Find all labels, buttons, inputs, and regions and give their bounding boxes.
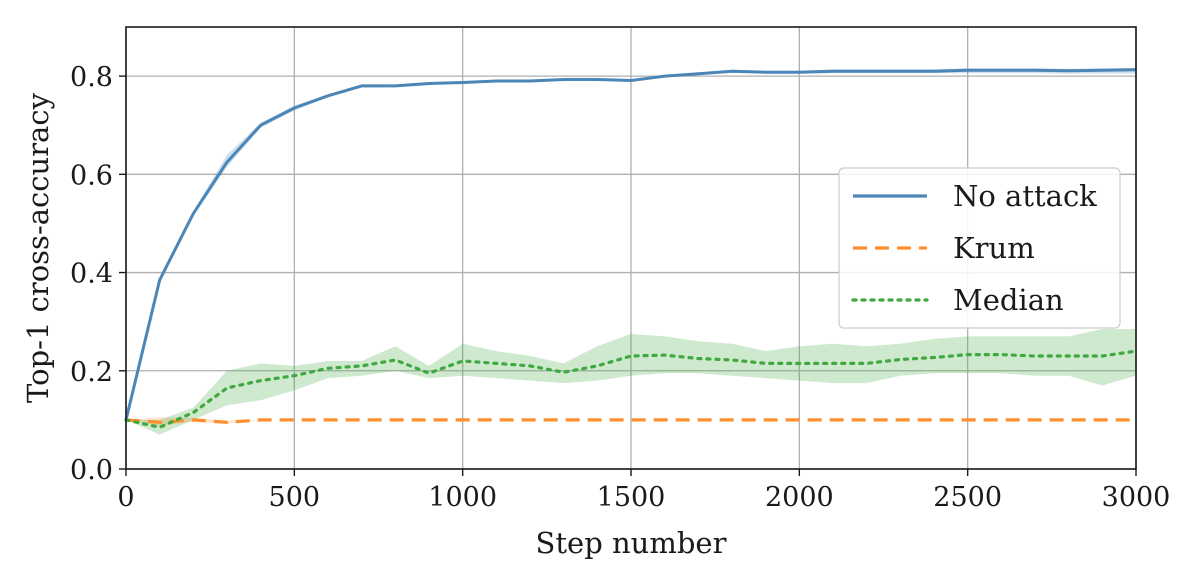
no-attack-line <box>124 68 1137 421</box>
legend-label-no-attack: No attack <box>953 179 1097 213</box>
legend-label-krum: Krum <box>953 231 1035 265</box>
series-lines <box>124 68 1138 429</box>
y-axis-label: Top-1 cross-accuracy <box>21 92 55 403</box>
legend: No attack Krum Median <box>838 167 1121 329</box>
y-tick-label: 0.8 <box>70 62 113 93</box>
y-tick-label: 0.6 <box>70 160 113 191</box>
axis-ticks: 0 500 1000 1500 2000 2500 3000 0.0 0.2 0.4 0.6 0.8 <box>70 62 1170 513</box>
legend-label-median: Median <box>953 283 1064 317</box>
x-tick-label: 500 <box>269 482 321 513</box>
y-tick-label: 0.0 <box>70 455 113 486</box>
legend-box <box>838 167 1121 329</box>
median-line <box>124 349 1138 429</box>
y-tick-label: 0.2 <box>70 357 113 388</box>
y-tick-label: 0.4 <box>70 259 113 290</box>
x-tick-label: 3000 <box>1102 482 1171 513</box>
krum-line <box>125 418 1136 424</box>
x-tick-label: 1500 <box>597 482 666 513</box>
x-tick-label: 2500 <box>933 482 1002 513</box>
x-tick-label: 2000 <box>765 482 834 513</box>
x-axis-label: Step number <box>536 526 727 560</box>
median-band <box>126 329 1136 435</box>
x-tick-label: 1000 <box>428 482 497 513</box>
confidence-bands <box>126 67 1136 435</box>
x-tick-label: 0 <box>117 482 134 513</box>
